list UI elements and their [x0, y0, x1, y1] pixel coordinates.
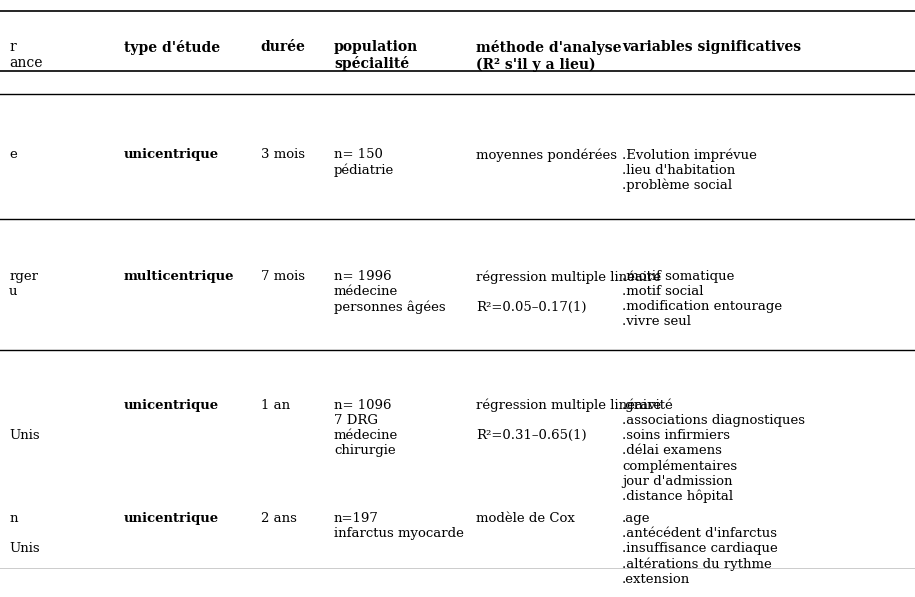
- Text: variables significatives: variables significatives: [622, 40, 802, 54]
- Text: unicentrique: unicentrique: [124, 148, 219, 161]
- Text: régression multiple linéaire

R²=0.05–0.17(1): régression multiple linéaire R²=0.05–0.1…: [476, 270, 661, 314]
- Text: n= 1096
7 DRG
médecine
chirurgie: n= 1096 7 DRG médecine chirurgie: [334, 399, 398, 457]
- Text: régression multiple linéaire

R²=0.31–0.65(1): régression multiple linéaire R²=0.31–0.6…: [476, 399, 661, 442]
- Text: n= 150
pédiatrie: n= 150 pédiatrie: [334, 148, 394, 177]
- Text: population
spécialité: population spécialité: [334, 40, 418, 71]
- Text: n= 1996
médecine
personnes âgées: n= 1996 médecine personnes âgées: [334, 270, 446, 314]
- Text: unicentrique: unicentrique: [124, 512, 219, 525]
- Text: 2 ans: 2 ans: [261, 512, 296, 525]
- Text: unicentrique: unicentrique: [124, 399, 219, 411]
- Text: 7 mois: 7 mois: [261, 270, 305, 284]
- Text: moyennes pondérées: moyennes pondérées: [476, 148, 617, 162]
- Text: type d'étude: type d'étude: [124, 40, 220, 55]
- Text: .age
.antécédent d'infarctus
.insuffisance cardiaque
.altérations du rythme
.ext: .age .antécédent d'infarctus .insuffisan…: [622, 512, 778, 586]
- Text: .Evolution imprévue
.lieu d'habitation
.problème social: .Evolution imprévue .lieu d'habitation .…: [622, 148, 757, 192]
- Text: 3 mois: 3 mois: [261, 148, 305, 161]
- Text: durée: durée: [261, 40, 306, 54]
- Text: .gravité
.associations diagnostiques
.soins infirmiers
.délai examens
complément: .gravité .associations diagnostiques .so…: [622, 399, 805, 503]
- Text: .motif somatique
.motif social
.modification entourage
.vivre seul: .motif somatique .motif social .modifica…: [622, 270, 782, 328]
- Text: 1 an: 1 an: [261, 399, 290, 411]
- Text: Unis: Unis: [9, 399, 39, 442]
- Text: e: e: [9, 148, 16, 161]
- Text: n

Unis: n Unis: [9, 512, 39, 555]
- Text: méthode d'analyse
(R² s'il y a lieu): méthode d'analyse (R² s'il y a lieu): [476, 40, 621, 72]
- Text: r
ance: r ance: [9, 40, 43, 70]
- Text: multicentrique: multicentrique: [124, 270, 234, 284]
- Text: modèle de Cox: modèle de Cox: [476, 512, 575, 525]
- Text: n=197
infarctus myocarde: n=197 infarctus myocarde: [334, 512, 464, 540]
- Text: rger
u: rger u: [9, 270, 38, 298]
